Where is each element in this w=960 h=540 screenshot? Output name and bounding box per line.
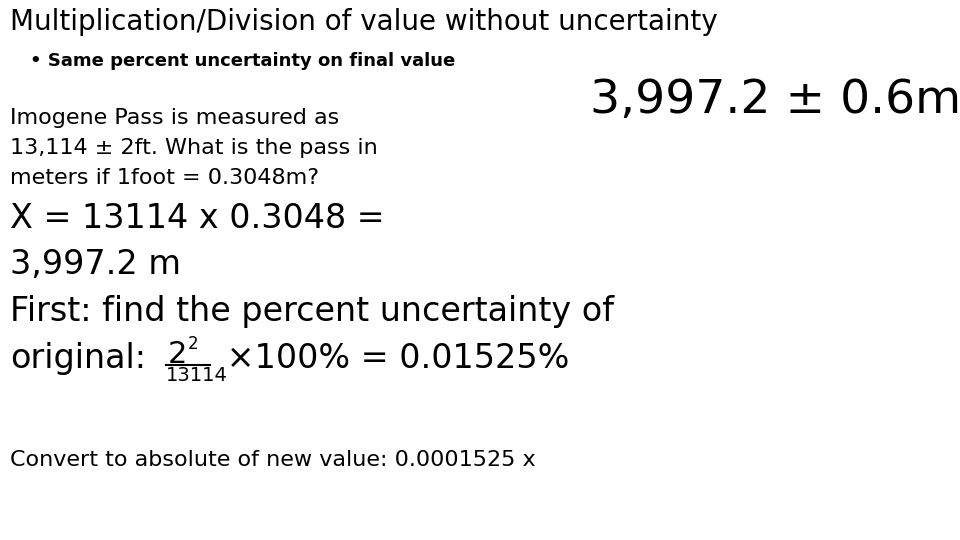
Text: First: find the percent uncertainty of: First: find the percent uncertainty of bbox=[10, 295, 614, 328]
Text: • Same percent uncertainty on final value: • Same percent uncertainty on final valu… bbox=[30, 52, 455, 70]
Text: Imogene Pass is measured as: Imogene Pass is measured as bbox=[10, 108, 339, 128]
Text: 3,997.2 m: 3,997.2 m bbox=[10, 248, 181, 281]
Text: 13114: 13114 bbox=[166, 366, 228, 385]
Text: Multiplication/Division of value without uncertainty: Multiplication/Division of value without… bbox=[10, 8, 718, 36]
Text: original:: original: bbox=[10, 342, 146, 375]
Text: meters if 1foot = 0.3048m?: meters if 1foot = 0.3048m? bbox=[10, 168, 319, 188]
Text: ×100% = 0.01525%: ×100% = 0.01525% bbox=[216, 342, 569, 375]
Text: X = 13114 x 0.3048 =: X = 13114 x 0.3048 = bbox=[10, 202, 385, 235]
Text: 3,997.2 ± 0.6m: 3,997.2 ± 0.6m bbox=[590, 78, 960, 123]
Text: Convert to absolute of new value: 0.0001525 x: Convert to absolute of new value: 0.0001… bbox=[10, 450, 536, 470]
Text: 2: 2 bbox=[188, 335, 199, 353]
Text: 13,114 ± 2ft. What is the pass in: 13,114 ± 2ft. What is the pass in bbox=[10, 138, 377, 158]
Text: 2: 2 bbox=[168, 340, 187, 369]
